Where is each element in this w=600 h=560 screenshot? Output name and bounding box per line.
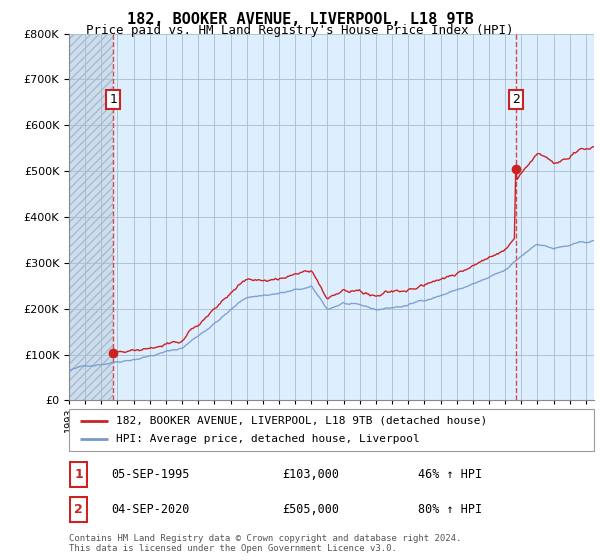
Text: Contains HM Land Registry data © Crown copyright and database right 2024.
This d: Contains HM Land Registry data © Crown c… — [69, 534, 461, 553]
Text: 80% ↑ HPI: 80% ↑ HPI — [418, 503, 482, 516]
Text: 182, BOOKER AVENUE, LIVERPOOL, L18 9TB: 182, BOOKER AVENUE, LIVERPOOL, L18 9TB — [127, 12, 473, 27]
Bar — [69, 34, 113, 400]
Text: 1: 1 — [109, 93, 118, 106]
Text: HPI: Average price, detached house, Liverpool: HPI: Average price, detached house, Live… — [116, 434, 420, 444]
Text: 2: 2 — [512, 93, 520, 106]
Text: 1: 1 — [74, 468, 83, 481]
Text: Price paid vs. HM Land Registry's House Price Index (HPI): Price paid vs. HM Land Registry's House … — [86, 24, 514, 36]
Text: 2: 2 — [74, 503, 83, 516]
Text: 182, BOOKER AVENUE, LIVERPOOL, L18 9TB (detached house): 182, BOOKER AVENUE, LIVERPOOL, L18 9TB (… — [116, 416, 487, 426]
FancyBboxPatch shape — [69, 409, 594, 451]
Text: 05-SEP-1995: 05-SEP-1995 — [112, 468, 190, 481]
Text: 04-SEP-2020: 04-SEP-2020 — [112, 503, 190, 516]
Text: 46% ↑ HPI: 46% ↑ HPI — [418, 468, 482, 481]
Text: £103,000: £103,000 — [282, 468, 339, 481]
Text: £505,000: £505,000 — [282, 503, 339, 516]
